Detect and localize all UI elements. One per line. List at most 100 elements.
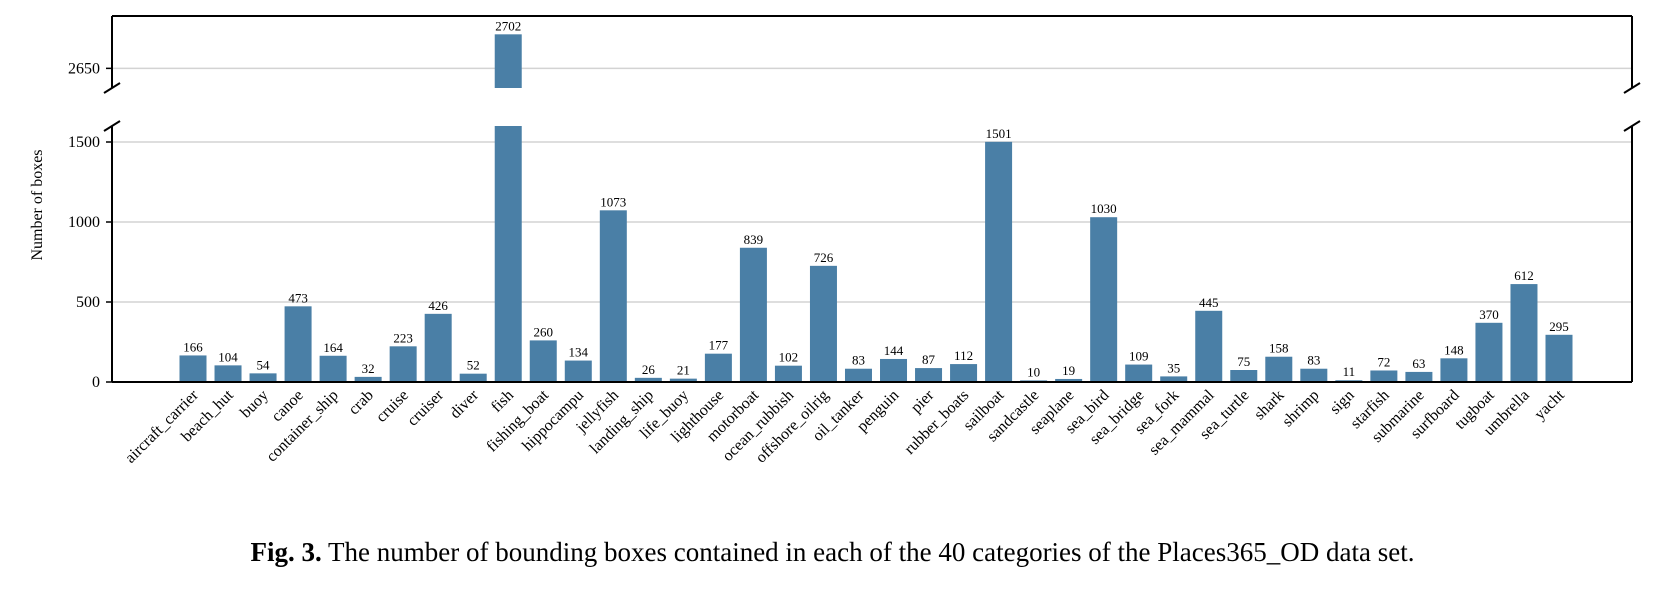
bar [669, 378, 697, 382]
bar [774, 365, 802, 382]
bar-chart: 2650 0 500 1000 1500 166 104 54 473 164 32 223 426 5… [29, 15, 1641, 467]
value-label: 166 [183, 339, 203, 354]
bar [915, 368, 943, 382]
value-label: 52 [467, 358, 480, 373]
x-tick-label: cruiser [404, 386, 447, 429]
bar [1510, 284, 1538, 382]
axis-break-mark [1623, 120, 1641, 132]
x-tick-label: fish [488, 387, 517, 416]
bar [739, 247, 767, 382]
value-label: 1030 [1091, 201, 1117, 216]
bar [985, 141, 1013, 382]
value-label: 223 [393, 330, 413, 345]
x-tick-label: yacht [1531, 386, 1568, 423]
bar [354, 376, 382, 382]
bar [950, 364, 978, 382]
value-label: 104 [218, 349, 238, 364]
value-label: 177 [709, 338, 729, 353]
bar [809, 265, 837, 382]
value-label: 164 [323, 340, 343, 355]
value-label: 2702 [495, 18, 521, 33]
value-label: 112 [954, 348, 973, 363]
bar [214, 365, 242, 382]
value-label: 83 [1307, 353, 1320, 368]
bar [634, 377, 662, 382]
bar [1195, 310, 1223, 382]
value-label: 473 [288, 290, 308, 305]
bar-chart-svg: 2650 0 500 1000 1500 166 104 54 473 164 32 223 426 5… [29, 15, 1641, 467]
value-label: 1501 [986, 126, 1012, 141]
value-label: 102 [779, 350, 799, 365]
value-label: 839 [744, 232, 764, 247]
bar [1230, 370, 1258, 382]
value-label: 83 [852, 353, 865, 368]
value-label: 32 [362, 361, 375, 376]
value-label: 11 [1343, 364, 1356, 379]
bar [1090, 217, 1118, 382]
axes-frame [103, 15, 1641, 383]
bar [1265, 356, 1293, 382]
value-label: 295 [1549, 319, 1569, 334]
bar [564, 360, 592, 382]
bar [284, 306, 312, 382]
value-label: 63 [1412, 356, 1425, 371]
value-label: 109 [1129, 349, 1149, 364]
bar [1055, 378, 1083, 382]
bar [704, 353, 732, 382]
value-label: 26 [642, 362, 656, 377]
x-tick-label: pier [908, 386, 938, 416]
x-tick-label: shrimp [1279, 387, 1322, 430]
value-label: 612 [1514, 268, 1534, 283]
bar [459, 373, 487, 382]
bars [179, 34, 1573, 382]
value-label: 426 [428, 298, 448, 313]
bar [1160, 376, 1188, 382]
bar [1370, 370, 1398, 382]
value-label: 1073 [600, 194, 626, 209]
y-tick-label: 2650 [68, 60, 100, 77]
value-label: 370 [1479, 307, 1499, 322]
caption-label: Fig. 3. [250, 537, 322, 567]
value-label: 35 [1167, 360, 1180, 375]
y-tick-label: 1500 [68, 134, 100, 151]
value-label: 134 [569, 345, 589, 360]
value-label: 75 [1237, 354, 1250, 369]
bar-upper-segment [494, 34, 522, 88]
y-tick-label: 0 [92, 374, 100, 391]
bar [389, 346, 417, 382]
bar [1545, 334, 1573, 382]
value-label: 19 [1062, 363, 1075, 378]
bar [599, 210, 627, 382]
bar [844, 368, 872, 382]
bar [1405, 371, 1433, 382]
y-tick-label: 500 [76, 294, 100, 311]
bar [1125, 364, 1153, 382]
x-tick-label: buoy [237, 387, 272, 422]
y-tick-label: 1000 [68, 214, 100, 231]
value-label: 158 [1269, 341, 1289, 356]
value-label: 10 [1027, 364, 1040, 379]
x-tick-label: diver [447, 386, 483, 422]
bar [529, 340, 557, 382]
y-axis-label: Number of boxes [29, 149, 46, 260]
axis-break-mark [1623, 82, 1641, 94]
value-label: 148 [1444, 342, 1464, 357]
bar [424, 313, 452, 382]
value-label: 144 [884, 343, 904, 358]
caption-text: The number of bounding boxes contained i… [321, 537, 1415, 567]
bar [494, 126, 522, 382]
bar [249, 373, 277, 382]
value-label: 445 [1199, 295, 1219, 310]
y-ticks: 2650 0 500 1000 1500 [68, 60, 112, 391]
bar [179, 355, 207, 382]
figure-caption: Fig. 3. The number of bounding boxes con… [0, 536, 1665, 568]
value-labels: 166 104 54 473 164 32 223 426 52 2702 260 134 1073 26… [183, 18, 1569, 379]
value-label: 21 [677, 363, 690, 378]
value-label: 72 [1377, 354, 1390, 369]
axis-break-mark [103, 120, 121, 132]
bar [1300, 368, 1328, 382]
bar [880, 358, 908, 382]
value-label: 54 [257, 357, 271, 372]
value-label: 87 [922, 352, 936, 367]
